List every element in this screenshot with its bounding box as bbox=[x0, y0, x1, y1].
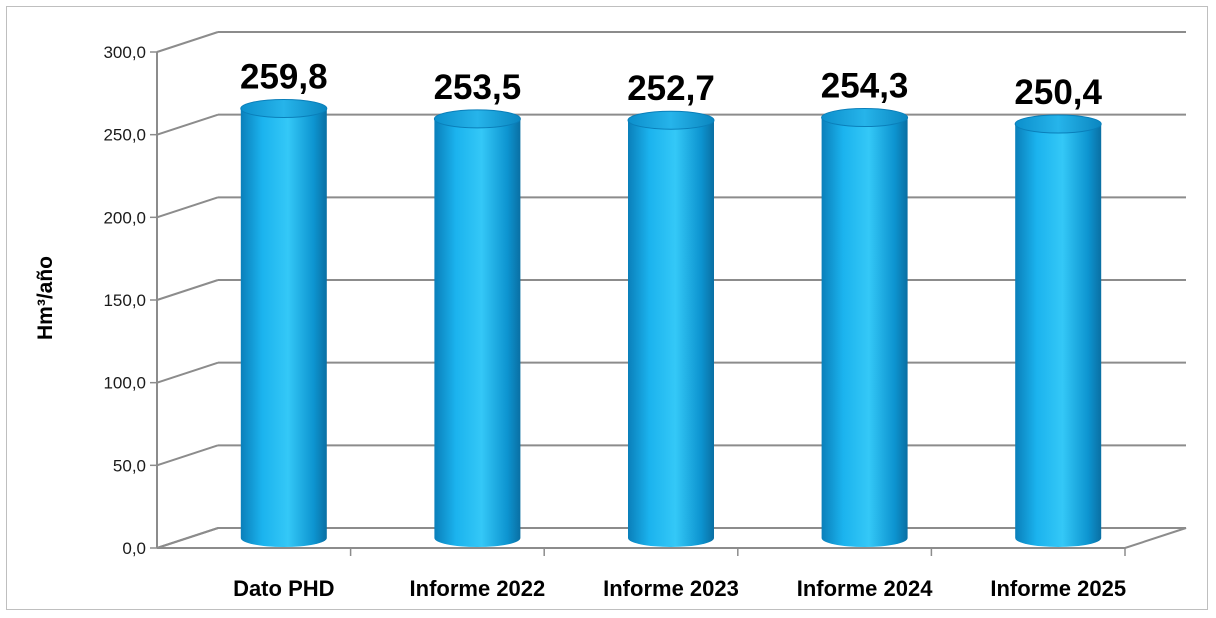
y-tick-label: 50,0 bbox=[113, 456, 146, 475]
gridline-diagonal bbox=[156, 196, 219, 219]
x-tick-label: Informe 2024 bbox=[797, 576, 933, 601]
data-label: 250,4 bbox=[1014, 73, 1102, 112]
label-layer: 259,8 Dato PHD 253,5 Informe 2022 252,7 Infor… bbox=[233, 57, 1126, 601]
y-tick-label: 300,0 bbox=[103, 43, 146, 62]
y-tick-label: 150,0 bbox=[103, 291, 146, 310]
bar bbox=[821, 108, 909, 547]
bar bbox=[433, 109, 521, 547]
bar-top bbox=[1014, 114, 1102, 134]
bar-top bbox=[433, 109, 521, 129]
x-tick-label: Informe 2023 bbox=[603, 576, 739, 601]
x-tick-label: Informe 2025 bbox=[990, 576, 1126, 601]
y-axis-title: Hm³/año bbox=[34, 256, 57, 340]
gridline-diagonal bbox=[156, 31, 219, 53]
bar-top bbox=[627, 110, 715, 130]
bar-body bbox=[240, 108, 327, 548]
bar-top bbox=[821, 108, 909, 128]
data-label: 259,8 bbox=[240, 57, 328, 96]
y-tick-label: 250,0 bbox=[103, 126, 146, 145]
gridline-diagonal bbox=[156, 444, 219, 467]
bar-body bbox=[821, 117, 908, 547]
y-tick-label: 0,0 bbox=[122, 539, 146, 558]
bar-body bbox=[434, 118, 521, 547]
x-tick-label: Informe 2022 bbox=[410, 576, 546, 601]
x-tick-label: Dato PHD bbox=[233, 576, 334, 601]
gridline-diagonal bbox=[156, 361, 219, 384]
axis-layer: 0,0 50,0 100,0 150,0 200,0 250,0 300,0 bbox=[103, 43, 1126, 558]
gridline-diagonal bbox=[156, 279, 219, 301]
y-tick-label: 100,0 bbox=[103, 374, 146, 393]
bar-body bbox=[1015, 124, 1102, 547]
data-label: 253,5 bbox=[434, 68, 522, 107]
bar-layer bbox=[240, 98, 1102, 548]
bar-body bbox=[628, 120, 714, 547]
bar-top bbox=[240, 98, 328, 118]
gridline-diagonal bbox=[156, 113, 219, 136]
data-label: 252,7 bbox=[627, 69, 715, 108]
chart-frame bbox=[6, 6, 1208, 610]
data-label: 254,3 bbox=[821, 67, 909, 106]
y-tick-label: 200,0 bbox=[103, 208, 146, 227]
bar bbox=[240, 98, 328, 548]
bar bbox=[627, 110, 715, 547]
bar bbox=[1014, 114, 1102, 547]
